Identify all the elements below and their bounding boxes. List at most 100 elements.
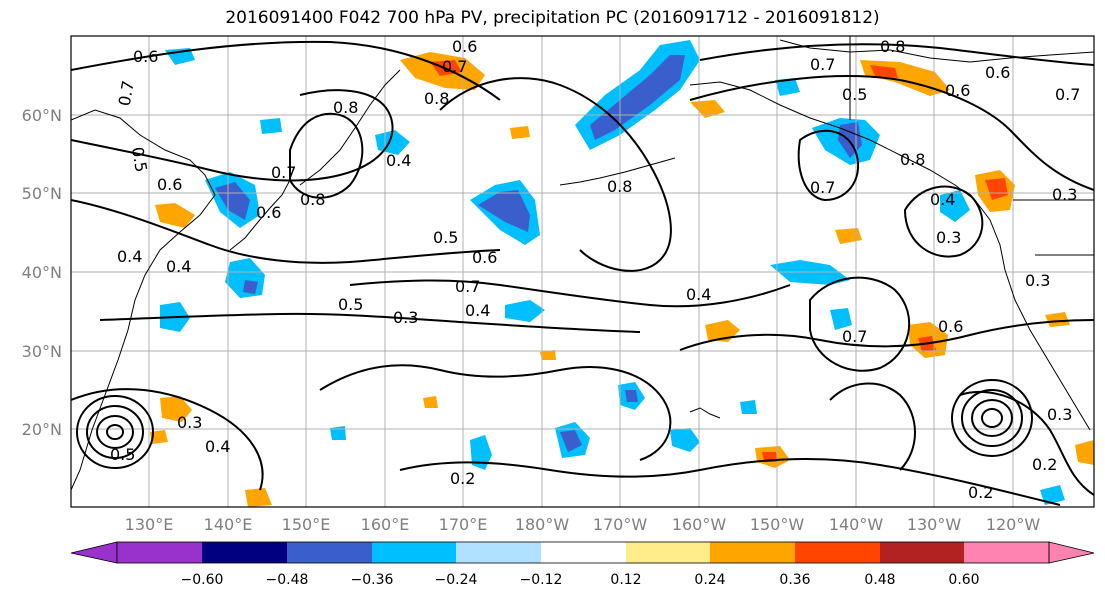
- contour-label: 0.5: [128, 145, 151, 173]
- lon-label: 150°E: [282, 515, 331, 534]
- pv-contour: [76, 395, 154, 469]
- hawaiian-islands: [689, 407, 721, 419]
- contour-label: 0.3: [1052, 185, 1077, 204]
- colorbar: −0.60 −0.48 −0.36 −0.24 −0.12 0.12 0.24 …: [70, 541, 1095, 588]
- precip-patch: [155, 203, 195, 228]
- pv-contour-labels: 0.6 0.7 0.5 0.8 0.6 0.7 0.8 0.4 0.7 0.6 …: [110, 37, 1080, 502]
- colorbar-tick: 0.36: [779, 572, 810, 588]
- pv-contour: [86, 405, 144, 459]
- colorbar-outline: [116, 541, 1050, 564]
- contour-label: 0.5: [110, 445, 135, 464]
- pv-contour: [699, 43, 1094, 66]
- contour-label: 0.7: [810, 178, 835, 197]
- contour-label: 0.5: [433, 228, 458, 247]
- colorbar-tick: −0.12: [520, 572, 563, 588]
- contour-label: 0.2: [1032, 455, 1057, 474]
- contour-label: 0.5: [842, 85, 867, 104]
- precip-patch: [510, 126, 530, 139]
- contour-label: 0.8: [333, 98, 358, 117]
- coastline-kamchatka: [299, 69, 401, 186]
- colorbar-segment: [117, 542, 202, 563]
- precip-patch: [985, 178, 1008, 200]
- contour-label: 0.8: [880, 37, 905, 56]
- colorbar-tick: 0.60: [948, 572, 979, 588]
- lat-label: 60°N: [22, 106, 62, 125]
- pv-contour: [809, 276, 911, 372]
- graticule: [71, 36, 1094, 507]
- colorbar-segment: [372, 542, 456, 563]
- precip-patch: [215, 182, 250, 220]
- coastline-japan: [229, 179, 291, 251]
- colorbar-extend-low: [70, 541, 118, 564]
- colorbar-segment: [626, 542, 710, 563]
- contour-label: 0.4: [117, 247, 142, 266]
- pv-contour: [71, 89, 394, 182]
- precip-patch: [150, 430, 168, 444]
- pv-contour: [689, 75, 1094, 191]
- contour-label: 0.7: [115, 79, 138, 107]
- contour-label: 0.7: [842, 327, 867, 346]
- pv-contour: [971, 399, 1013, 437]
- coastline-north-america: [974, 199, 1091, 431]
- pv-contour: [959, 390, 1094, 496]
- contour-label: 0.6: [985, 63, 1010, 82]
- colorbar-segment: [287, 542, 372, 563]
- contour-label: 0.6: [938, 317, 963, 336]
- colorbar-tick: −0.24: [435, 572, 478, 588]
- lat-label: 50°N: [22, 184, 62, 203]
- lon-label: 170°E: [439, 515, 488, 534]
- pv-contour: [71, 40, 501, 101]
- lon-label: 140°E: [204, 515, 253, 534]
- contour-label: 0.6: [945, 81, 970, 100]
- contour-label: 0.2: [450, 469, 475, 488]
- lon-label: 180°W: [515, 515, 570, 534]
- map-title: 2016091400 F042 700 hPa PV, precipitatio…: [225, 8, 880, 28]
- colorbar-tick: −0.60: [181, 572, 224, 588]
- contour-label: 0.7: [1055, 85, 1080, 104]
- lon-label: 170°W: [593, 515, 648, 534]
- precip-patch: [330, 426, 346, 440]
- colorbar-segment: [202, 542, 287, 563]
- precip-patch: [245, 488, 272, 507]
- contour-label: 0.3: [393, 308, 418, 327]
- precip-patch: [830, 308, 852, 330]
- precip-patch: [560, 430, 582, 452]
- colorbar-segment: [456, 542, 541, 563]
- colorbar-segment: [964, 542, 1049, 563]
- contour-label: 0.7: [455, 277, 480, 296]
- lat-label: 20°N: [22, 420, 62, 439]
- precip-patch: [160, 396, 192, 422]
- colorbar-extend-high: [1048, 541, 1095, 564]
- pv-contour: [96, 415, 134, 449]
- precip-patch: [470, 435, 492, 470]
- coastline-arctic: [779, 39, 1094, 63]
- coastline-asia: [71, 109, 216, 491]
- lon-label: 140°W: [829, 515, 884, 534]
- pv-contour: [289, 112, 364, 199]
- pv-contour: [319, 364, 672, 461]
- contour-label: 0.7: [271, 163, 296, 182]
- colorbar-tick: −0.36: [351, 572, 394, 588]
- contour-label: 0.6: [452, 37, 477, 56]
- pv-contour: [439, 77, 672, 272]
- colorbar-tick: 0.12: [610, 572, 641, 588]
- precip-shading: [150, 40, 1094, 507]
- contour-label: 0.6: [133, 47, 158, 66]
- pv-contour: [99, 312, 641, 333]
- lon-label: 160°E: [361, 515, 410, 534]
- pv-contour: [71, 388, 264, 491]
- contour-label: 0.8: [900, 150, 925, 169]
- contour-label: 0.6: [157, 175, 182, 194]
- lon-label: 160°W: [672, 515, 727, 534]
- precip-patch: [478, 190, 530, 232]
- precip-patch: [1040, 485, 1065, 505]
- colorbar-tick: 0.24: [694, 572, 725, 588]
- contour-label: 0.4: [205, 437, 230, 456]
- pv-contour: [71, 199, 501, 264]
- aleutians: [559, 157, 676, 186]
- lat-label: 30°N: [22, 342, 62, 361]
- precip-patch: [670, 428, 700, 452]
- pv-contour: [961, 389, 1023, 447]
- contour-label: 0.7: [810, 55, 835, 74]
- pv-contour: [797, 129, 860, 202]
